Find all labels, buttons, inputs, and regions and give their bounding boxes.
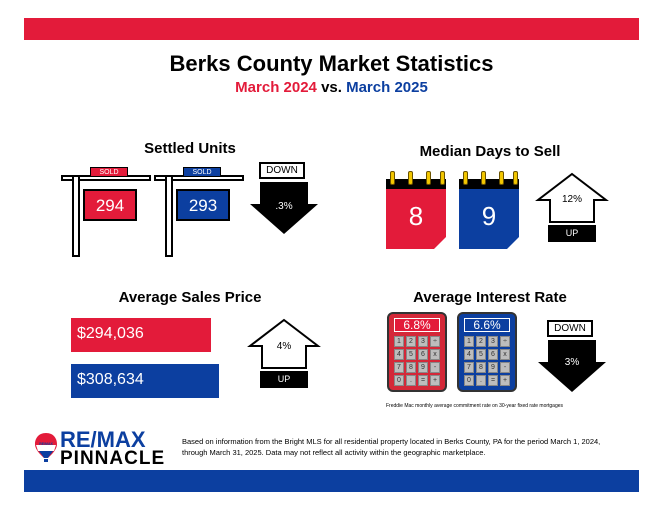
- calendar-ring: [440, 171, 445, 185]
- calculator-blue-icon: 6.6% 1 2 3 ÷ 4 5 6 x 7 8 9- 0. = +: [457, 312, 517, 392]
- sign-post: [72, 175, 80, 257]
- price-2025-bar: $308,634: [71, 364, 219, 398]
- calendar-ring: [499, 171, 504, 185]
- calculator-key: x: [500, 349, 510, 360]
- calendar-ring: [408, 171, 413, 185]
- calculator-key: 6: [488, 349, 498, 360]
- page-subtitle: March 2024 vs. March 2025: [0, 79, 663, 96]
- calculator-key: 9: [418, 362, 428, 373]
- direction-label: DOWN: [547, 320, 593, 337]
- calendar-ring: [426, 171, 431, 185]
- down-arrow-icon: [250, 182, 318, 234]
- bottom-blue-banner: [24, 470, 639, 492]
- calculator-key: .: [476, 375, 486, 386]
- subtitle-year-a: March 2024: [235, 79, 317, 96]
- direction-label: UP: [260, 371, 308, 388]
- logo-pinnacle: PINNACLE: [60, 448, 166, 469]
- calculator-keypad: 1 2 3 ÷ 4 5 6 x 7 8 9- 0. = +: [394, 336, 440, 388]
- calculator-key: ÷: [500, 336, 510, 347]
- subtitle-year-b: March 2025: [346, 79, 428, 96]
- settled-units-title: Settled Units: [144, 140, 236, 157]
- calculator-key: 1: [394, 336, 404, 347]
- calculator-key: 2: [406, 336, 416, 347]
- calculator-key: -: [500, 362, 510, 373]
- calculator-key: 7: [394, 362, 404, 373]
- calendar-header: [386, 179, 446, 189]
- change-value: 4%: [276, 341, 292, 352]
- sold-tag: SOLD: [183, 167, 221, 177]
- units-2024-value: 294: [83, 189, 137, 221]
- days-2025-value: 9: [481, 201, 497, 231]
- days-2024-value: 8: [408, 201, 424, 231]
- median-days-title: Median Days to Sell: [419, 143, 561, 160]
- page-curl: [434, 237, 446, 249]
- direction-label: DOWN: [259, 162, 305, 179]
- calculator-key: +: [500, 375, 510, 386]
- calculator-key: -: [430, 362, 440, 373]
- settled-units-down-arrow: DOWN .3%: [246, 160, 322, 236]
- calculator-key: 0: [394, 375, 404, 386]
- hot-air-balloon-icon: [35, 433, 57, 462]
- disclaimer-text: Based on information from the Bright MLS…: [182, 437, 601, 457]
- median-days-up-arrow: 12% UP: [534, 172, 610, 244]
- subtitle-vs: vs.: [321, 79, 342, 96]
- change-value: .3%: [275, 201, 293, 212]
- calculator-red-icon: 6.8% 1 2 3 ÷ 4 5 6 x 7 8 9- 0. = +: [387, 312, 447, 392]
- calculator-key: .: [406, 375, 416, 386]
- calendar-ring: [463, 171, 468, 185]
- logo-remax: RE/MAX: [60, 427, 146, 452]
- calculator-key: 9: [488, 362, 498, 373]
- calendar-blue-icon: 9: [459, 179, 519, 249]
- balloon-text: RE/MAX: [39, 442, 53, 446]
- calculator-key: +: [430, 375, 440, 386]
- calculator-key: =: [418, 375, 428, 386]
- interest-rate-note: Freddie Mac monthly average commitment r…: [386, 403, 564, 409]
- calendar-ring: [390, 171, 395, 185]
- calculator-key: 4: [394, 349, 404, 360]
- calculator-key: 6: [418, 349, 428, 360]
- interest-rate-title: Average Interest Rate: [413, 289, 567, 306]
- calculator-key: 5: [406, 349, 416, 360]
- calculator-key: 5: [476, 349, 486, 360]
- calendar-ring: [481, 171, 486, 185]
- direction-label: UP: [548, 225, 596, 242]
- change-value: 12%: [561, 194, 582, 205]
- calculator-key: x: [430, 349, 440, 360]
- up-arrow-icon: [535, 172, 609, 223]
- units-2025-value: 293: [176, 189, 230, 221]
- up-arrow-icon: [247, 318, 321, 369]
- calculator-keypad: 1 2 3 ÷ 4 5 6 x 7 8 9- 0. = +: [464, 336, 510, 388]
- price-2024-bar: $294,036: [71, 318, 211, 352]
- calculator-key: 3: [488, 336, 498, 347]
- change-value: 3%: [564, 357, 580, 368]
- top-red-banner: [24, 18, 639, 40]
- calculator-key: 3: [418, 336, 428, 347]
- calculator-key: 7: [464, 362, 474, 373]
- balloon-logo-icon: RE/MAX: [34, 432, 58, 462]
- calculator-key: 2: [476, 336, 486, 347]
- calculator-key: 4: [464, 349, 474, 360]
- calculator-key: 8: [406, 362, 416, 373]
- calculator-key: =: [488, 375, 498, 386]
- calendar-header: [459, 179, 519, 189]
- sold-tag: SOLD: [90, 167, 128, 177]
- calendar-ring: [513, 171, 518, 185]
- calculator-key: 1: [464, 336, 474, 347]
- calendar-red-icon: 8: [386, 179, 446, 249]
- rate-2025-value: 6.6%: [464, 318, 510, 332]
- calculator-key: 0: [464, 375, 474, 386]
- sign-post: [165, 175, 173, 257]
- page-curl: [507, 237, 519, 249]
- rate-2024-value: 6.8%: [394, 318, 440, 332]
- interest-rate-down-arrow: DOWN 3%: [534, 318, 610, 394]
- avg-price-up-arrow: 4% UP: [246, 318, 322, 390]
- calculator-key: 8: [476, 362, 486, 373]
- avg-price-title: Average Sales Price: [118, 289, 262, 306]
- calculator-key: ÷: [430, 336, 440, 347]
- page-title: Berks County Market Statistics: [169, 51, 494, 76]
- down-arrow-icon: [538, 340, 606, 392]
